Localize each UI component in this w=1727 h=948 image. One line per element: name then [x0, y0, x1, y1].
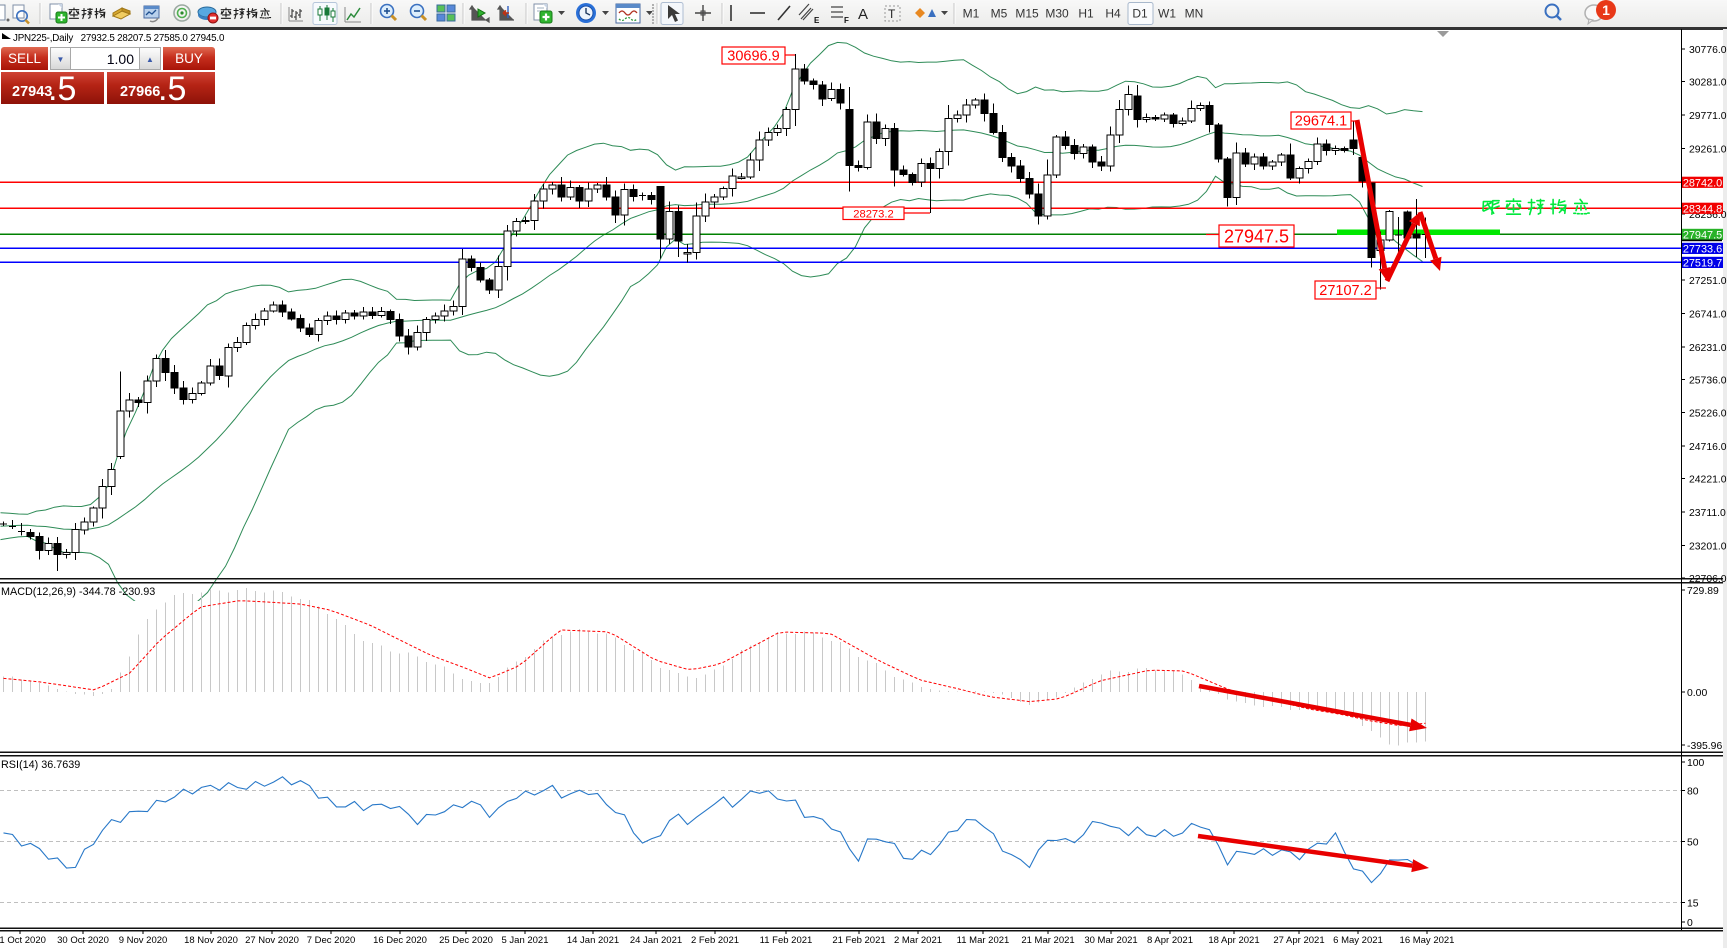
- svg-text:28256.0: 28256.0: [1689, 210, 1727, 221]
- svg-text:28273.2: 28273.2: [853, 208, 893, 220]
- svg-text:14 Jan 2021: 14 Jan 2021: [567, 935, 619, 946]
- svg-text:W1: W1: [1158, 7, 1176, 21]
- svg-text:11 Mar 2021: 11 Mar 2021: [957, 935, 1010, 946]
- svg-text:27947.5: 27947.5: [1683, 229, 1722, 241]
- svg-text:30696.9: 30696.9: [727, 49, 779, 65]
- svg-text:JPN225-,Daily 27932.5 28207.: JPN225-,Daily 27932.5 28207.5 27585.0 27…: [13, 33, 225, 44]
- svg-text:28742.0: 28742.0: [1683, 177, 1722, 189]
- svg-text:50: 50: [1687, 837, 1699, 848]
- svg-text:2 Mar 2021: 2 Mar 2021: [894, 935, 942, 946]
- svg-text:25 Dec 2020: 25 Dec 2020: [439, 935, 493, 946]
- svg-text:2 Feb 2021: 2 Feb 2021: [691, 935, 739, 946]
- svg-text:29771.0: 29771.0: [1689, 111, 1727, 122]
- svg-text:23711.0: 23711.0: [1689, 508, 1726, 519]
- svg-text:22706.0: 22706.0: [1689, 574, 1727, 585]
- svg-text:30776.0: 30776.0: [1689, 45, 1727, 56]
- svg-text:11 Feb 2021: 11 Feb 2021: [760, 935, 813, 946]
- svg-text:24716.0: 24716.0: [1689, 442, 1727, 453]
- svg-text:24 Jan 2021: 24 Jan 2021: [630, 935, 682, 946]
- svg-text:21 Mar 2021: 21 Mar 2021: [1021, 935, 1074, 946]
- svg-text:T: T: [888, 7, 896, 21]
- svg-text:27733.6: 27733.6: [1683, 243, 1722, 255]
- svg-text:29261.0: 29261.0: [1689, 144, 1727, 155]
- svg-text:H4: H4: [1105, 7, 1121, 21]
- svg-text:29674.1: 29674.1: [1295, 114, 1347, 130]
- svg-text:16 Dec 2020: 16 Dec 2020: [373, 935, 427, 946]
- svg-text:80: 80: [1687, 787, 1699, 798]
- svg-text:100: 100: [1687, 758, 1705, 769]
- svg-text:21 Oct 2020: 21 Oct 2020: [0, 935, 46, 946]
- svg-text:28344.8: 28344.8: [1683, 203, 1722, 215]
- svg-text:26231.0: 26231.0: [1689, 343, 1727, 354]
- svg-text:27251.0: 27251.0: [1689, 276, 1727, 287]
- svg-text:729.89: 729.89: [1687, 586, 1719, 597]
- svg-text:-395.96: -395.96: [1687, 741, 1722, 752]
- svg-text:18 Apr 2021: 18 Apr 2021: [1208, 935, 1259, 946]
- svg-text:M5: M5: [991, 7, 1008, 21]
- svg-text:24221.0: 24221.0: [1689, 475, 1727, 486]
- svg-text:15: 15: [1687, 899, 1699, 910]
- svg-text:27947.5: 27947.5: [1224, 226, 1289, 246]
- svg-text:MACD(12,26,9) -344.78 -230.93: MACD(12,26,9) -344.78 -230.93: [1, 586, 155, 598]
- svg-text:30281.0: 30281.0: [1689, 77, 1727, 88]
- svg-text:A: A: [858, 6, 868, 23]
- svg-text:0: 0: [1687, 918, 1693, 929]
- svg-text:9 Nov 2020: 9 Nov 2020: [119, 935, 168, 946]
- svg-text:26741.0: 26741.0: [1689, 309, 1727, 320]
- svg-text:H1: H1: [1078, 7, 1094, 21]
- svg-text:MN: MN: [1185, 7, 1204, 21]
- svg-text:25736.0: 25736.0: [1689, 375, 1727, 386]
- svg-text:25226.0: 25226.0: [1689, 409, 1727, 420]
- svg-text:23201.0: 23201.0: [1689, 541, 1727, 552]
- svg-text:27519.7: 27519.7: [1683, 257, 1722, 269]
- svg-text:M1: M1: [963, 7, 980, 21]
- svg-text:21 Feb 2021: 21 Feb 2021: [832, 935, 885, 946]
- svg-text:7 Dec 2020: 7 Dec 2020: [307, 935, 356, 946]
- svg-text:5 Jan 2021: 5 Jan 2021: [501, 935, 548, 946]
- svg-text:6 May 2021: 6 May 2021: [1333, 935, 1383, 946]
- svg-text:1: 1: [1602, 2, 1610, 18]
- svg-text:27 Apr 2021: 27 Apr 2021: [1273, 935, 1324, 946]
- svg-text:30 Oct 2020: 30 Oct 2020: [57, 935, 109, 946]
- svg-text:M15: M15: [1015, 7, 1039, 21]
- svg-text:16 May 2021: 16 May 2021: [1400, 935, 1455, 946]
- svg-text:E: E: [814, 16, 820, 25]
- svg-text:M30: M30: [1045, 7, 1069, 21]
- svg-text:27 Nov 2020: 27 Nov 2020: [245, 935, 299, 946]
- svg-text:18 Nov 2020: 18 Nov 2020: [184, 935, 238, 946]
- svg-text:RSI(14) 36.7639: RSI(14) 36.7639: [1, 759, 80, 771]
- svg-text:8 Apr 2021: 8 Apr 2021: [1147, 935, 1193, 946]
- svg-text:F: F: [844, 16, 849, 25]
- svg-text:27107.2: 27107.2: [1319, 283, 1371, 299]
- svg-text:30 Mar 2021: 30 Mar 2021: [1084, 935, 1137, 946]
- svg-text:0.00: 0.00: [1687, 688, 1707, 699]
- svg-text:D1: D1: [1132, 7, 1148, 21]
